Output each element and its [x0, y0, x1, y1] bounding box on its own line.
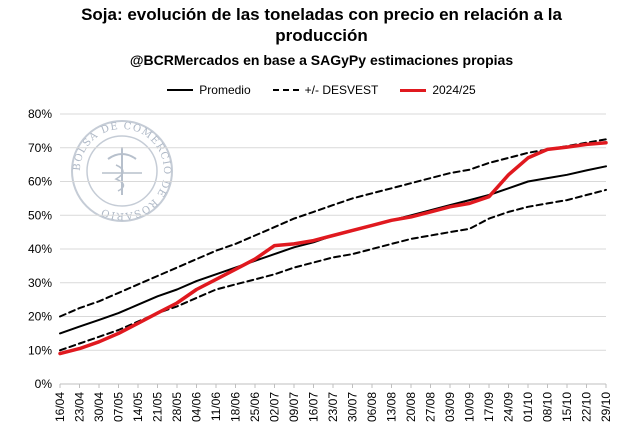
x-tick-label: 29/10 [599, 392, 613, 422]
x-tick-label: 22/10 [580, 392, 594, 422]
y-tick-label: 50% [28, 208, 52, 222]
chart-subtitle: @BCRMercados en base a SAGyPy estimacion… [129, 52, 514, 68]
x-tick-label: 06/08 [365, 392, 379, 422]
x-tick-label: 18/06 [229, 392, 243, 422]
x-tick-label: 03/09 [443, 392, 457, 422]
y-tick-label: 10% [28, 343, 52, 357]
x-tick-label: 09/07 [287, 392, 301, 422]
x-tick-label: 24/09 [502, 392, 516, 422]
series-line-desvest-inferior [59, 188, 607, 352]
legend-label-promedio: Promedio [199, 83, 251, 97]
watermark-seal-outer [71, 120, 173, 222]
x-tick-label: 16/04 [53, 392, 67, 422]
watermark-emblem-wings [107, 153, 137, 160]
x-tick-label: 17/09 [482, 392, 496, 422]
series-line-2024-25 [58, 140, 608, 356]
x-tick-label: 30/04 [92, 392, 106, 422]
y-tick-label: 20% [28, 310, 52, 324]
watermark-emblem-snake [114, 164, 125, 192]
legend-item-promedio: Promedio [167, 83, 251, 97]
legend-label-2024-25: 2024/25 [432, 83, 476, 97]
series-line-promedio [59, 165, 607, 335]
legend-swatch-desvest [272, 89, 299, 91]
legend-item-desvest: +/- DESVEST [272, 83, 379, 97]
x-tick-label: 15/10 [560, 392, 574, 422]
chart-title-line-1: Soja: evolución de las toneladas con pre… [81, 5, 562, 24]
y-tick-label: 70% [28, 141, 52, 155]
x-tick-label: 07/05 [112, 392, 126, 422]
y-tick-label: 80% [28, 107, 52, 121]
x-tick-label: 13/08 [385, 392, 399, 422]
x-tick-label: 14/05 [131, 392, 145, 422]
x-tick-label: 16/07 [307, 392, 321, 422]
x-tick-label: 27/08 [424, 392, 438, 422]
x-tick-label: 21/05 [151, 392, 165, 422]
x-tick-label: 23/04 [73, 392, 87, 422]
legend-item-2024-25: 2024/25 [400, 83, 476, 97]
chart-title: Soja: evolución de las toneladas con pre… [0, 4, 643, 46]
y-tick-label: 30% [28, 276, 52, 290]
legend-swatch-promedio [167, 89, 194, 91]
x-tick-label: 30/07 [346, 392, 360, 422]
x-tick-label: 04/06 [190, 392, 204, 422]
y-tick-label: 60% [28, 175, 52, 189]
x-tick-label: 28/05 [170, 392, 184, 422]
x-tick-label: 11/06 [209, 392, 223, 421]
x-tick-label: 20/08 [404, 392, 418, 422]
x-tick-label: 23/07 [326, 392, 340, 422]
watermark-seal-inner [86, 135, 158, 207]
x-tick-label: 02/07 [268, 392, 282, 422]
legend-swatch-2024-25 [400, 88, 427, 92]
x-tick-label: 01/10 [521, 392, 535, 422]
y-tick-label: 0% [35, 377, 53, 391]
x-tick-label: 25/06 [248, 392, 262, 422]
legend-label-desvest: +/- DESVEST [304, 83, 379, 97]
series-line-desvest-superior [59, 138, 607, 318]
x-tick-label: 10/09 [463, 392, 477, 422]
chart-title-line-2: producción [275, 26, 368, 45]
x-tick-label: 08/10 [541, 392, 555, 422]
y-tick-label: 40% [28, 242, 52, 256]
chart-legend: Promedio +/- DESVEST 2024/25 [0, 80, 643, 100]
